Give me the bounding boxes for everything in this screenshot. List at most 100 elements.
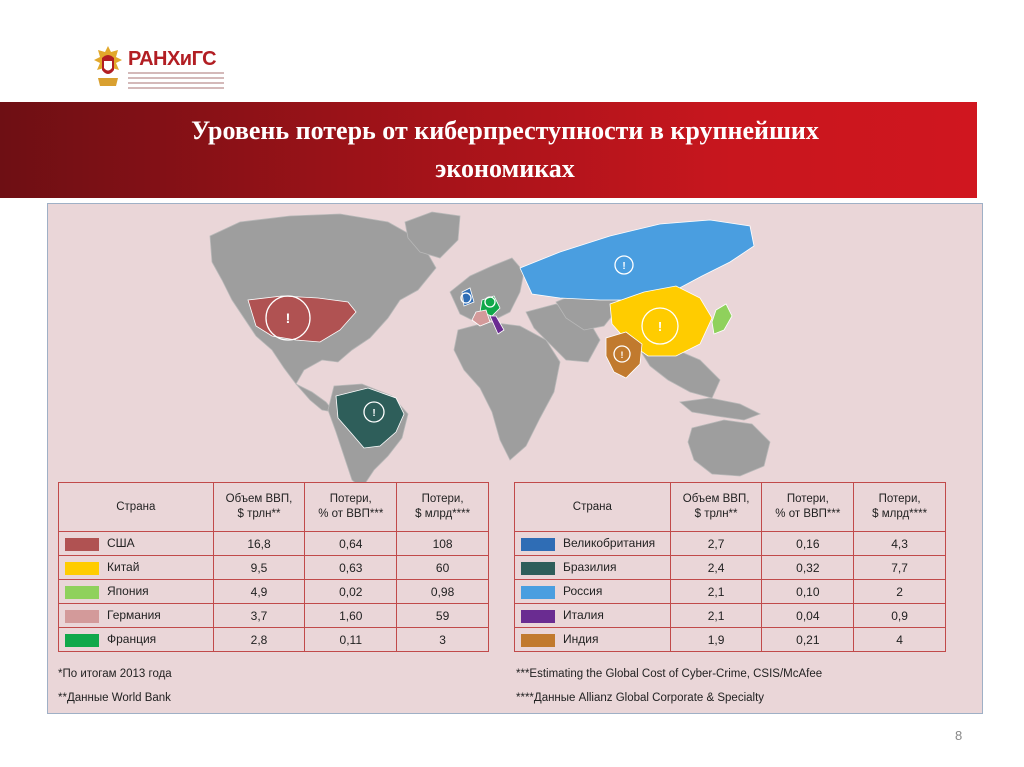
country-cell: Индия <box>514 627 671 652</box>
country-name: Великобритания <box>563 536 656 551</box>
country-cell: Япония <box>58 579 214 604</box>
country-cell: Германия <box>58 603 214 628</box>
marker-india-outer <box>613 345 631 363</box>
gdp-cell: 1,9 <box>669 627 763 652</box>
marker-france-outer <box>484 296 496 308</box>
country-name: Индия <box>563 632 599 647</box>
footnote-4: ****Данные Allianz Global Corporate & Sp… <box>516 692 765 704</box>
country-name: Россия <box>563 584 603 599</box>
country-name: Япония <box>107 584 149 599</box>
color-swatch <box>521 537 555 551</box>
country-name: Бразилия <box>563 560 617 575</box>
table-row: Франция 2,8 0,11 3 <box>58 627 489 652</box>
emblem-icon <box>94 46 122 86</box>
gdp-cell: 2,1 <box>669 579 763 604</box>
table-right: Страна Объем ВВП, $ трлн** Потери, % от … <box>514 482 946 652</box>
header-gdp: Объем ВВП, $ трлн** <box>669 482 763 532</box>
table-row: Япония 4,9 0,02 0,98 <box>58 579 489 604</box>
marker-usa-outer <box>265 295 311 341</box>
table-left-header: Страна Объем ВВП, $ трлн** Потери, % от … <box>58 482 489 532</box>
country-japan <box>711 303 733 335</box>
color-swatch <box>65 561 99 575</box>
logo: РАНХиГС <box>92 44 232 92</box>
table-row: Германия 3,7 1,60 59 <box>58 603 489 628</box>
header-loss-pct: Потери, % от ВВП*** <box>304 482 398 532</box>
loss-bn-cell: 7,7 <box>853 555 946 580</box>
country-cell: США <box>58 531 214 556</box>
table-row: Россия 2,1 0,10 2 <box>514 579 946 604</box>
gdp-cell: 4,9 <box>212 579 306 604</box>
table-row: Великобритания 2,7 0,16 4,3 <box>514 531 946 556</box>
country-usa <box>247 295 357 343</box>
logo-text: РАНХиГС <box>128 48 217 70</box>
header-loss-bn: Потери, $ млрд**** <box>853 482 946 532</box>
country-name: Китай <box>107 560 140 575</box>
marker-china-outer <box>641 307 679 345</box>
logo-subtitle-lines <box>128 72 224 92</box>
header-country: Страна <box>58 482 214 532</box>
loss-pct-cell: 0,64 <box>304 531 398 556</box>
loss-pct-cell: 0,63 <box>304 555 398 580</box>
color-swatch <box>521 585 555 599</box>
marker-brazil-outer <box>363 401 385 423</box>
gdp-cell: 2,7 <box>669 531 763 556</box>
loss-pct-cell: 0,04 <box>761 603 855 628</box>
gdp-cell: 16,8 <box>212 531 306 556</box>
table-row: США 16,8 0,64 108 <box>58 531 489 556</box>
table-left: Страна Объем ВВП, $ трлн** Потери, % от … <box>58 482 489 652</box>
color-swatch <box>65 609 99 623</box>
gdp-cell: 2,1 <box>669 603 763 628</box>
color-swatch <box>65 537 99 551</box>
loss-pct-cell: 0,32 <box>761 555 855 580</box>
land-europe <box>449 257 525 323</box>
page-number: 8 <box>955 728 963 743</box>
color-swatch <box>65 585 99 599</box>
color-swatch <box>521 609 555 623</box>
marker-russia-label: ! <box>622 261 625 272</box>
marker-india-label: ! <box>621 350 624 360</box>
gdp-cell: 9,5 <box>212 555 306 580</box>
loss-bn-cell: 59 <box>396 603 489 628</box>
footnote-2: **Данные World Bank <box>58 692 171 704</box>
marker-china-label: ! <box>658 319 662 334</box>
loss-pct-cell: 0,11 <box>304 627 398 652</box>
loss-pct-cell: 0,10 <box>761 579 855 604</box>
loss-pct-cell: 0,21 <box>761 627 855 652</box>
country-cell: Франция <box>58 627 214 652</box>
country-cell: Китай <box>58 555 214 580</box>
footnote-1: *По итогам 2013 года <box>58 668 172 680</box>
table-row: Индия 1,9 0,21 4 <box>514 627 946 652</box>
marker-uk-outer <box>460 292 472 304</box>
gdp-cell: 2,8 <box>212 627 306 652</box>
table-row: Бразилия 2,4 0,32 7,7 <box>514 555 946 580</box>
color-swatch <box>521 633 555 647</box>
header-loss-bn: Потери, $ млрд**** <box>396 482 489 532</box>
table-right-header: Страна Объем ВВП, $ трлн** Потери, % от … <box>514 482 946 532</box>
country-cell: Бразилия <box>514 555 671 580</box>
country-cell: Великобритания <box>514 531 671 556</box>
loss-bn-cell: 3 <box>396 627 489 652</box>
loss-bn-cell: 60 <box>396 555 489 580</box>
loss-bn-cell: 0,98 <box>396 579 489 604</box>
country-name: Франция <box>107 632 157 647</box>
marker-usa-label: ! <box>286 310 291 326</box>
country-italy <box>489 315 505 335</box>
country-name: Италия <box>563 608 604 623</box>
loss-bn-cell: 0,9 <box>853 603 946 628</box>
table-row: Китай 9,5 0,63 60 <box>58 555 489 580</box>
gdp-cell: 3,7 <box>212 603 306 628</box>
land-indonesia <box>679 397 761 421</box>
gdp-cell: 2,4 <box>669 555 763 580</box>
color-swatch <box>65 633 99 647</box>
country-cell: Италия <box>514 603 671 628</box>
alert-markers: ! ! ! ! ! <box>265 255 679 423</box>
title-banner: Уровень потерь от киберпреступности в кр… <box>0 102 977 198</box>
title-line-1: Уровень потерь от киберпреступности в кр… <box>191 116 819 145</box>
page-title: Уровень потерь от киберпреступности в кр… <box>0 112 1010 188</box>
loss-pct-cell: 1,60 <box>304 603 398 628</box>
country-name: Германия <box>107 608 161 623</box>
header-loss-pct: Потери, % от ВВП*** <box>761 482 855 532</box>
land-africa <box>453 321 561 461</box>
header-country: Страна <box>514 482 671 532</box>
loss-pct-cell: 0,16 <box>761 531 855 556</box>
